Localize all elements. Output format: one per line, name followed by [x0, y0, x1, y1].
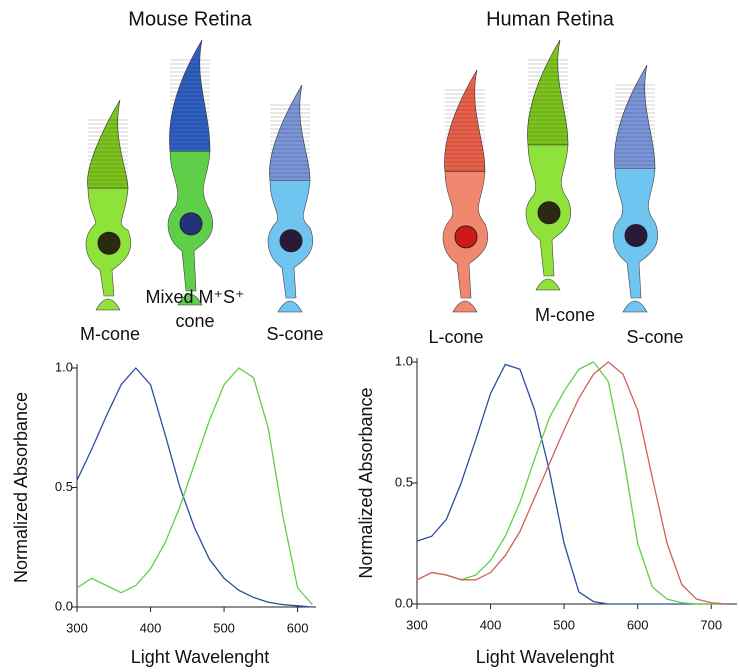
y-tick-label: 0.5 — [395, 474, 413, 489]
y-tick-label: 1.0 — [395, 353, 413, 368]
cell-label: cone — [175, 311, 214, 331]
y-tick-label: 0.0 — [395, 595, 413, 610]
outer-segment — [444, 70, 485, 172]
y-tick-label: 0.0 — [55, 598, 73, 613]
cone-cell — [613, 65, 658, 312]
figure: Mouse RetinaM-coneMixed M⁺S⁺coneS-cone0.… — [0, 0, 739, 672]
x-tick-label: 500 — [553, 617, 575, 632]
y-tick-label: 0.5 — [55, 479, 73, 494]
series-line — [77, 368, 312, 607]
cone-cell — [526, 40, 571, 290]
series-line — [417, 364, 726, 604]
cone-cell — [268, 85, 313, 312]
nucleus — [98, 232, 120, 254]
nucleus — [180, 213, 202, 235]
synapse — [453, 301, 477, 312]
x-tick-label: 300 — [406, 617, 428, 632]
synapse — [96, 299, 120, 310]
cone-cell — [168, 40, 213, 305]
x-tick-label: 600 — [627, 617, 649, 632]
x-axis-title: Light Wavelenght — [131, 647, 269, 667]
y-tick-label: 1.0 — [55, 359, 73, 374]
nucleus — [625, 225, 647, 247]
cell-label: L-cone — [428, 327, 483, 347]
panel-title: Human Retina — [486, 8, 615, 30]
nucleus — [280, 230, 302, 252]
cell-label: Mixed M⁺S⁺ — [145, 287, 244, 307]
x-tick-label: 500 — [213, 620, 235, 635]
x-tick-label: 400 — [480, 617, 502, 632]
y-axis-title: Normalized Absorbance — [11, 392, 31, 583]
x-tick-label: 600 — [287, 620, 309, 635]
x-tick-label: 700 — [700, 617, 722, 632]
synapse — [278, 301, 302, 312]
synapse — [623, 301, 647, 312]
x-axis-title: Light Wavelenght — [476, 647, 614, 667]
nucleus — [455, 226, 477, 248]
panel-title: Mouse Retina — [128, 8, 252, 30]
cone-cell — [86, 100, 131, 310]
cell-label: S-cone — [266, 324, 323, 344]
synapse — [536, 279, 560, 290]
nucleus — [538, 202, 560, 224]
cell-label: M-cone — [80, 324, 140, 344]
cone-cell — [443, 70, 488, 312]
x-tick-label: 400 — [140, 620, 162, 635]
cell-label: S-cone — [626, 327, 683, 347]
cell-label: M-cone — [535, 305, 595, 325]
x-tick-label: 300 — [66, 620, 88, 635]
y-axis-title: Normalized Absorbance — [356, 387, 376, 578]
